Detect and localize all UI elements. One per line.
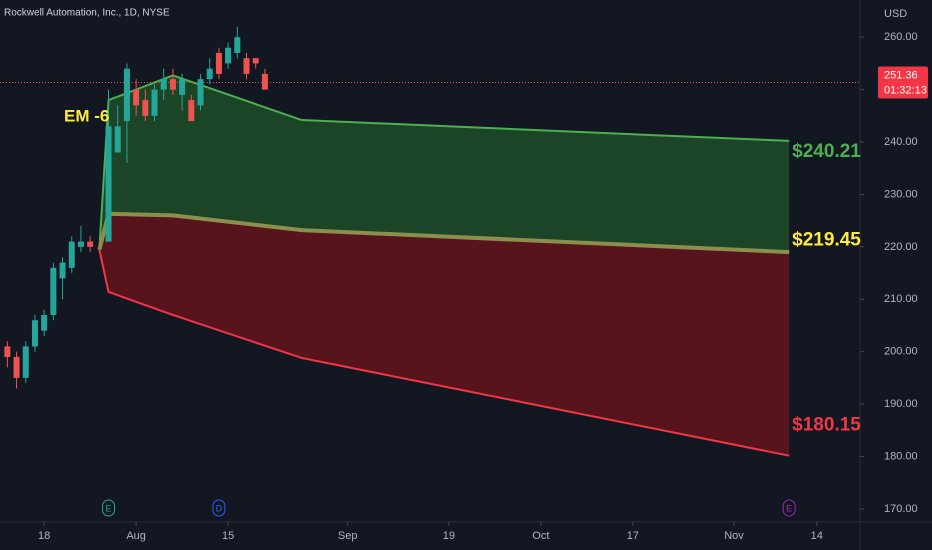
- candle-body: [215, 52, 222, 74]
- x-tick-label: Nov: [724, 530, 744, 542]
- candle-body: [261, 73, 268, 90]
- last-price-label: 251.36: [884, 69, 918, 81]
- candle-body: [114, 126, 121, 153]
- x-tick-label: Oct: [532, 530, 549, 542]
- candle-body: [188, 100, 195, 122]
- band-end-label: $240.21: [792, 141, 861, 162]
- y-tick-label: 180.00: [884, 450, 918, 462]
- x-tick-label: 17: [627, 530, 639, 542]
- candle-body: [151, 89, 158, 116]
- candle-body: [225, 47, 232, 64]
- candle-body: [234, 37, 241, 53]
- candle-body: [50, 267, 57, 315]
- candle-body: [160, 79, 167, 90]
- candle-body: [31, 320, 38, 347]
- lower-band-line: [98, 249, 790, 457]
- chart-title: Rockwell Automation, Inc., 1D, NYSE: [4, 8, 170, 19]
- event-marker: [102, 499, 116, 517]
- last-price-tag: [878, 66, 928, 99]
- candle-body: [243, 58, 250, 74]
- annotation: EM -6: [64, 106, 109, 125]
- candle-body: [41, 314, 48, 331]
- event-label: E: [106, 503, 112, 513]
- x-tick-label: 18: [38, 530, 50, 542]
- y-tick-label: 220.00: [884, 241, 918, 253]
- candle-body: [4, 346, 11, 357]
- band-end-label: $180.15: [792, 415, 861, 436]
- candle-body: [142, 100, 149, 116]
- candle-body: [169, 79, 176, 90]
- candle-body: [206, 68, 213, 80]
- candle-body: [179, 79, 186, 95]
- candle-body: [197, 79, 204, 106]
- x-tick-label: 14: [811, 530, 823, 542]
- candle-body: [252, 58, 259, 64]
- event-marker: [212, 499, 226, 517]
- y-tick-label: 200.00: [884, 346, 918, 358]
- candle-body: [22, 346, 29, 378]
- mid-band-line: [97, 211, 790, 255]
- candle-body: [105, 126, 112, 242]
- currency: USD: [884, 8, 907, 20]
- y-tick-label: 170.00: [884, 503, 918, 515]
- event-label: D: [216, 503, 223, 513]
- upper-band-area: [99, 75, 790, 253]
- y-tick-label: 190.00: [884, 398, 918, 410]
- x-tick-label: 19: [443, 530, 455, 542]
- band-end-label: $219.45: [792, 230, 861, 251]
- y-tick-label: 230.00: [884, 188, 918, 200]
- lower-band-area: [99, 213, 790, 456]
- event-marker: [782, 499, 796, 517]
- candle-body: [59, 262, 66, 279]
- y-tick-label: 260.00: [884, 31, 918, 43]
- candle-body: [77, 241, 84, 247]
- event-label: E: [786, 503, 792, 513]
- x-tick-label: Aug: [126, 530, 146, 542]
- y-tick-label: 210.00: [884, 293, 918, 305]
- x-tick-label: 15: [222, 530, 234, 542]
- candle-body: [133, 89, 140, 106]
- y-tick-label: 240.00: [884, 136, 918, 148]
- candle-body: [13, 356, 20, 378]
- x-tick-label: Sep: [338, 530, 358, 542]
- countdown-label: 01:32:13: [884, 84, 927, 96]
- candle-body: [123, 68, 130, 122]
- candle-body: [68, 241, 75, 268]
- candle-body: [87, 241, 94, 247]
